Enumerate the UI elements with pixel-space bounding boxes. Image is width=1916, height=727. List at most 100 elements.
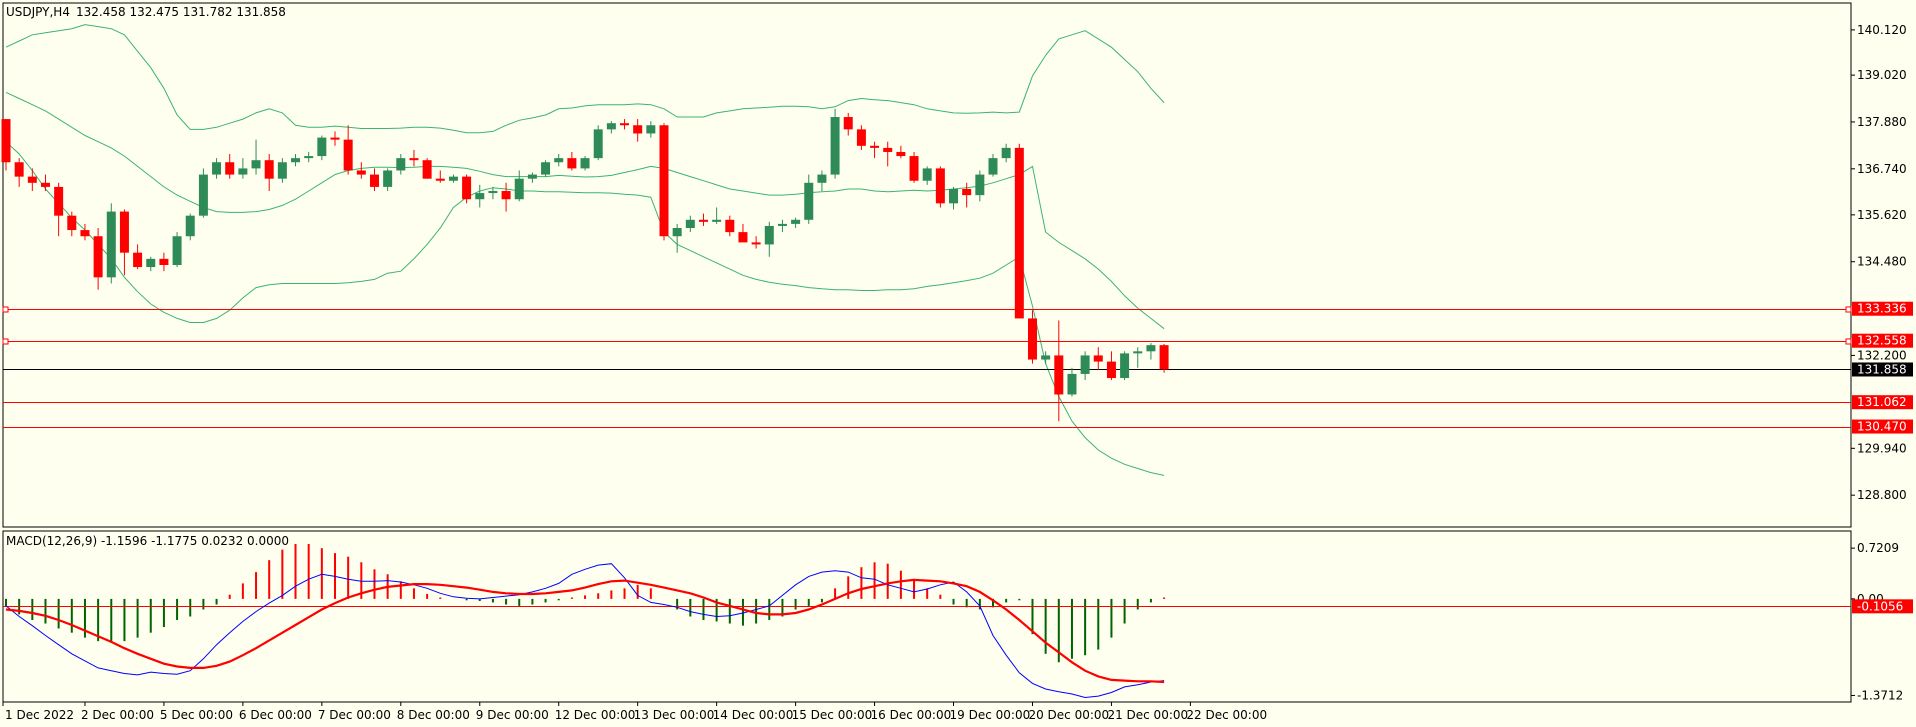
ohlc-readout: 132.458 132.475 131.782 131.858 — [76, 5, 286, 19]
candle — [646, 121, 656, 138]
price-axis[interactable]: 140.120 139.020 137.880 136.740 135.620 134.4… — [1851, 23, 1913, 502]
level-anchor-right-1[interactable] — [1845, 338, 1852, 345]
level-price-tag-3[interactable] — [1852, 419, 1913, 434]
candle — [633, 119, 643, 142]
price-tick-label: 132.200 — [1857, 348, 1907, 362]
candle — [554, 154, 564, 167]
candle — [119, 209, 129, 276]
candle — [27, 168, 37, 192]
candle — [185, 213, 195, 241]
candle — [725, 215, 735, 237]
candle-body — [804, 182, 814, 220]
price-tick-label: 139.020 — [1857, 68, 1907, 82]
candle — [1054, 320, 1064, 422]
candle — [896, 145, 906, 159]
horizontal-levels[interactable] — [2, 306, 1852, 428]
candle — [330, 131, 340, 146]
candle — [369, 168, 379, 192]
candle-body — [27, 176, 37, 183]
candle — [343, 125, 353, 175]
candle-body — [791, 219, 801, 224]
candle — [685, 215, 695, 233]
candle-body — [1041, 355, 1051, 360]
macd-tick-label: 0.7209 — [1857, 541, 1899, 555]
bollinger-upper-line — [5, 24, 1165, 134]
level-anchor-left-0[interactable] — [2, 306, 9, 313]
candle — [462, 174, 472, 204]
time-tick-label: 7 Dec 00:00 — [318, 708, 391, 722]
time-tick-label: 14 Dec 00:00 — [713, 708, 794, 722]
candle-body — [1, 119, 11, 163]
candle-body — [712, 219, 722, 222]
candle-body — [291, 158, 301, 163]
candle — [1146, 343, 1156, 360]
candle — [93, 228, 103, 290]
candle-body — [567, 158, 577, 169]
level-price-label-1: 132.558 — [1857, 334, 1907, 348]
candle — [488, 186, 498, 200]
time-tick-label: 8 Dec 00:00 — [397, 708, 470, 722]
candle-body — [225, 162, 235, 175]
candle-body — [593, 129, 603, 159]
candle-body — [883, 147, 893, 152]
candle — [304, 151, 314, 163]
candle-body — [343, 139, 353, 171]
candle-body — [646, 125, 656, 134]
price-tick-label: 134.480 — [1857, 255, 1907, 269]
candle-body — [54, 186, 64, 216]
candle — [1080, 351, 1090, 381]
candle-body — [106, 211, 116, 278]
candle-body — [462, 176, 472, 200]
candle-body — [383, 170, 393, 187]
candle — [80, 223, 90, 241]
level-price-label-2: 131.062 — [1857, 395, 1907, 409]
candle — [791, 217, 801, 229]
price-tick-label: 140.120 — [1857, 23, 1907, 37]
candle-body — [80, 230, 90, 237]
candle-body — [962, 188, 972, 196]
level-price-label-0: 133.336 — [1857, 302, 1907, 316]
level-price-tag-1[interactable] — [1852, 333, 1913, 348]
candle-body — [409, 158, 419, 161]
candle-body — [935, 168, 945, 204]
candle-body — [1106, 361, 1116, 379]
level-anchor-right-0[interactable] — [1845, 306, 1852, 313]
level-price-tag-2[interactable] — [1852, 395, 1913, 410]
candle — [133, 244, 143, 270]
candle — [843, 112, 853, 136]
price-tick-label: 128.800 — [1857, 488, 1907, 502]
candle — [448, 174, 458, 183]
candle — [54, 182, 64, 237]
candle — [40, 174, 50, 192]
candle — [198, 168, 208, 218]
price-tick-label: 137.880 — [1857, 115, 1907, 129]
level-anchor-left-1[interactable] — [2, 338, 9, 345]
candle — [593, 125, 603, 161]
candle-body — [606, 123, 616, 130]
candle-body — [422, 160, 432, 179]
candle-body — [317, 137, 327, 157]
candle-body — [514, 178, 524, 200]
candle-body — [738, 232, 748, 243]
candle-body — [633, 125, 643, 134]
candle-body — [764, 225, 774, 245]
price-tick-label: 136.740 — [1857, 162, 1907, 176]
candle — [856, 125, 866, 150]
candle — [1093, 347, 1103, 370]
level-price-tag-0[interactable] — [1852, 301, 1913, 316]
macd-pane-frame — [2, 530, 1852, 703]
candle — [383, 168, 393, 192]
candle-body — [527, 174, 537, 179]
candle-body — [580, 158, 590, 169]
time-axis[interactable]: 1 Dec 2022 2 Dec 00:00 5 Dec 00:00 6 Dec 00… — [2, 702, 1267, 722]
candle — [1014, 143, 1024, 319]
candle — [264, 154, 274, 192]
candle — [1133, 347, 1143, 368]
candle-body — [659, 125, 669, 237]
candle-body — [975, 174, 985, 196]
candle — [1041, 351, 1051, 364]
time-tick-label: 12 Dec 00:00 — [555, 708, 636, 722]
time-tick-label: 16 Dec 00:00 — [871, 708, 952, 722]
